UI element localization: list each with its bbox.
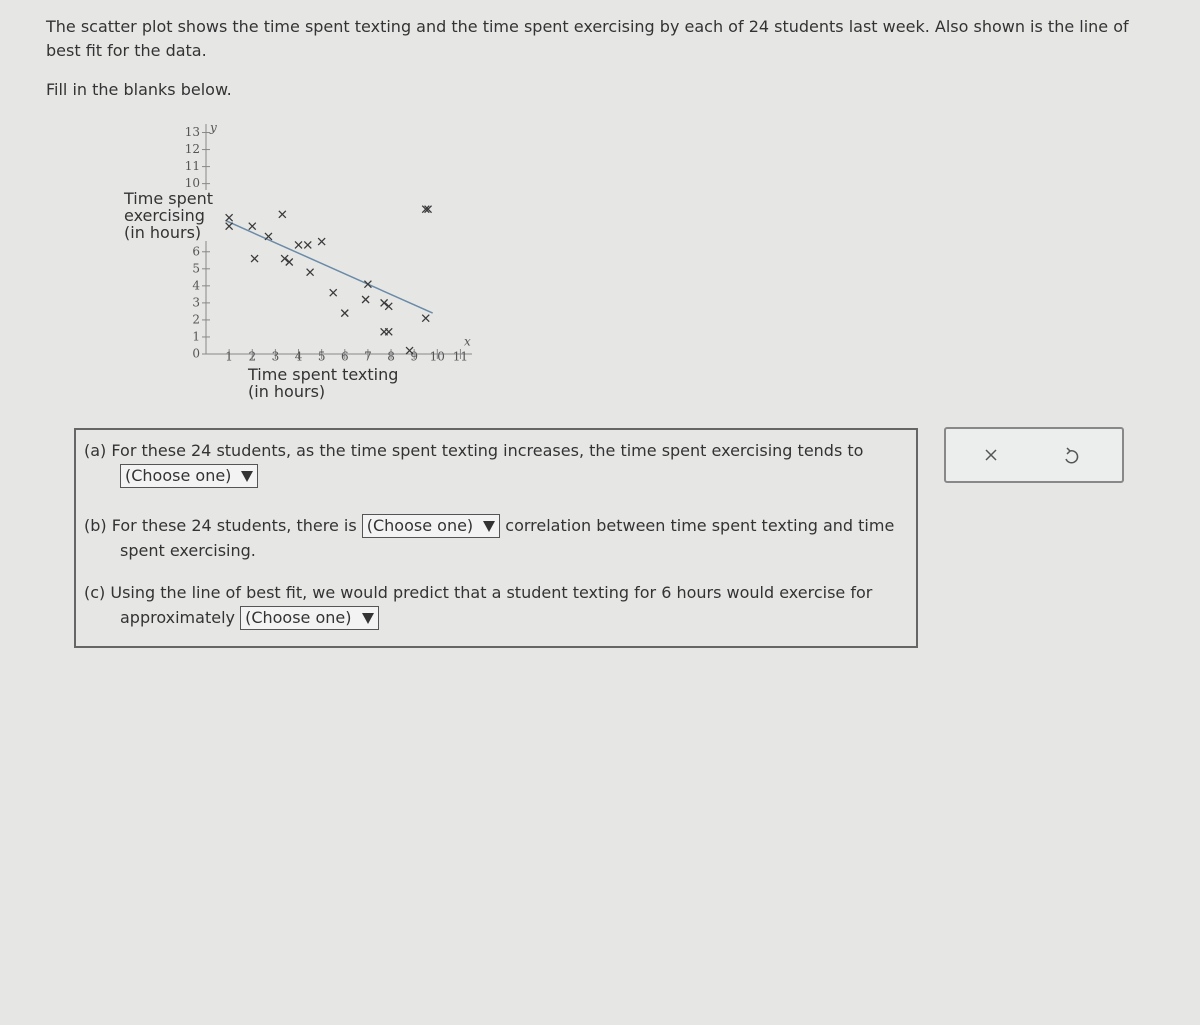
y-tick-label: 5: [192, 261, 200, 275]
x-axis-symbol: x: [464, 335, 471, 349]
x-tick-label: 10: [430, 350, 445, 364]
tool-icons: [985, 447, 1079, 464]
dropdown[interactable]: (Choose one): [361, 514, 501, 538]
x-tick-label: 8: [387, 350, 395, 364]
data-point: [329, 288, 338, 297]
data-point: [285, 258, 294, 266]
clear-button[interactable]: [985, 449, 997, 461]
data-point: [421, 314, 430, 323]
x-tick-label: 11: [453, 350, 468, 364]
question-text: correlation between time spent texting a…: [120, 516, 895, 560]
data-point: [294, 241, 303, 249]
y-tick-label: 12: [185, 142, 200, 156]
data-point: [380, 298, 389, 307]
data-point: [361, 295, 370, 304]
undo-button[interactable]: [1065, 447, 1079, 464]
intro-text: The scatter plot shows the time spent te…: [46, 17, 1129, 60]
data-point: [421, 205, 430, 214]
y-tick-label: 3: [192, 295, 200, 309]
data-point: [225, 213, 234, 222]
data-point: [250, 254, 259, 263]
data-point: [303, 241, 312, 249]
x-label-line: (in hours): [248, 382, 326, 401]
y-axis-label: Time spent exercising (in hours): [124, 190, 213, 241]
data-point: [225, 222, 234, 231]
dropdown[interactable]: (Choose one): [240, 606, 379, 630]
question: (c) Using the line of best fit, we would…: [84, 580, 920, 630]
question-text: Using the line of best fit, we would pre…: [110, 583, 873, 627]
y-tick-label: 10: [185, 176, 200, 190]
data-point: [340, 309, 349, 318]
data-point: [317, 237, 326, 246]
x-tick-label: 9: [410, 350, 418, 364]
y-tick-label: 4: [192, 278, 200, 292]
x-tick-label: 5: [318, 350, 326, 364]
x-tick-label: 2: [248, 350, 256, 364]
data-point: [405, 346, 414, 355]
x-tick-label: 4: [295, 350, 303, 364]
y-tick-label: 1: [192, 329, 200, 343]
y-tick-label: 13: [185, 125, 200, 139]
x-tick-label: 3: [272, 350, 280, 364]
data-point: [306, 268, 315, 277]
question-label: (b): [84, 516, 107, 535]
instruction: Fill in the blanks below.: [46, 80, 232, 99]
y-label-line: exercising: [124, 206, 205, 225]
y-tick-label: 0: [192, 347, 200, 361]
x-tick-label: 1: [225, 350, 233, 364]
x-tick-label: 6: [341, 350, 349, 364]
data-point: [264, 232, 273, 241]
data-point: [280, 254, 289, 263]
y-label-line: Time spent: [124, 189, 213, 208]
data-point: [248, 222, 257, 231]
y-tick-label: 11: [185, 159, 200, 173]
x-label-line: Time spent texting: [248, 365, 399, 384]
data-point: [384, 327, 393, 336]
data-point: [384, 302, 393, 311]
x-axis-label: Time spent texting (in hours): [248, 366, 398, 400]
x-tick-label: 7: [364, 350, 372, 364]
dropdown[interactable]: (Choose one): [120, 464, 259, 488]
question-label: (c): [84, 583, 106, 602]
data-point: [424, 205, 433, 214]
question-label: (a): [84, 441, 107, 460]
question: (a) For these 24 students, as the time s…: [84, 438, 920, 488]
y-axis-symbol: y: [209, 121, 217, 135]
question: (b) For these 24 students, there is (Cho…: [84, 513, 920, 563]
question-text: For these 24 students, there is: [111, 516, 357, 535]
answer-tools: [944, 427, 1124, 483]
question-box: (a) For these 24 students, as the time s…: [74, 428, 918, 648]
y-tick-label: 2: [192, 312, 200, 326]
data-point: [363, 280, 372, 289]
y-tick-label: 6: [192, 244, 200, 258]
data-point: [278, 210, 287, 219]
y-label-line: (in hours): [124, 223, 202, 242]
best-fit-line: [226, 220, 433, 314]
question-text: For these 24 students, as the time spent…: [111, 441, 864, 460]
